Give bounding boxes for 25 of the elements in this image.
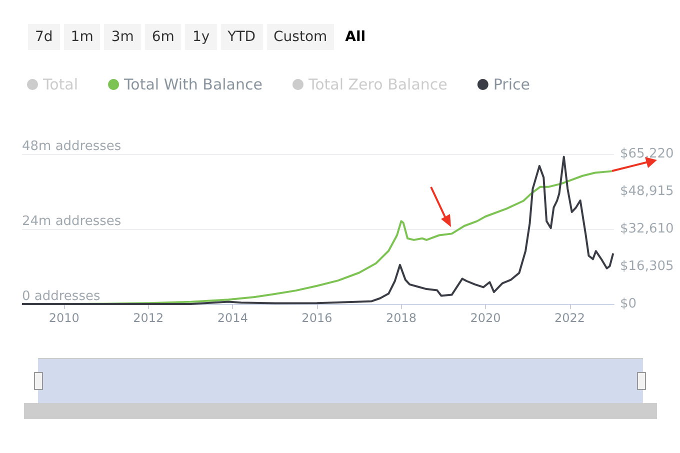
- y2-tick-label: $16,305: [620, 259, 674, 274]
- x-tick-label: 2016: [302, 311, 332, 325]
- y2-tick-label: $0: [620, 296, 637, 312]
- text: 6m: [144, 24, 182, 50]
- x-tick-label: 2020: [470, 311, 501, 325]
- y-tick-label: 48m addresses: [22, 139, 122, 154]
- text: 3m: [104, 24, 141, 50]
- text: 1y: [185, 24, 217, 50]
- x-tick-label: 2018: [386, 311, 416, 325]
- y-tick-label: 24m addresses: [22, 214, 122, 229]
- x-tick-label: 2010: [48, 311, 80, 325]
- legend-label: Price: [493, 76, 530, 94]
- x-tick-label: 2022: [554, 311, 586, 325]
- x-tick-label: 2014: [217, 311, 248, 325]
- x-tick-label: 2012: [133, 311, 164, 325]
- y2-tick-label: $48,915: [620, 184, 674, 199]
- text: YTD: [220, 24, 263, 50]
- y2-tick-label: $65,220: [620, 146, 674, 162]
- legend-label: Total With Balance: [123, 76, 262, 94]
- text: Custom: [266, 24, 334, 50]
- text: 7d: [28, 24, 60, 50]
- text: All: [344, 28, 367, 47]
- y2-tick-label: $32,610: [620, 222, 674, 236]
- text: 1m: [64, 24, 100, 50]
- y-tick-label: 0 addresses: [22, 289, 100, 304]
